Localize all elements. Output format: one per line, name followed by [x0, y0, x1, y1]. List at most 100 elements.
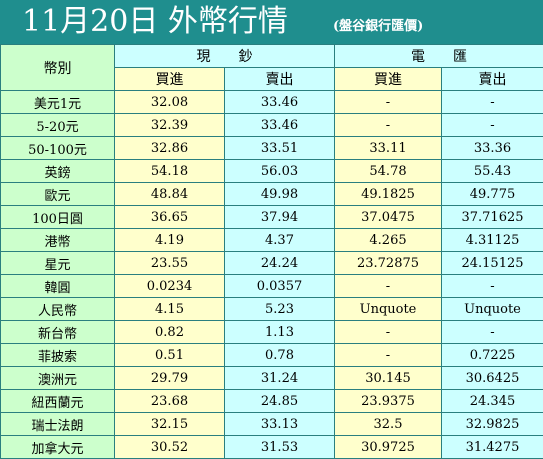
cash-sell-cell: 33.46: [225, 114, 335, 137]
transfer-group-header: 電 匯: [335, 45, 543, 68]
transfer-sell-cell: -: [442, 114, 543, 137]
cash-sell-cell: 24.85: [225, 390, 335, 413]
transfer-sell-cell: 4.31125: [442, 229, 543, 252]
currency-name: 瑞士法朗: [1, 413, 115, 436]
currency-name: 人民幣: [1, 298, 115, 321]
cash-buy-header: 買進: [115, 68, 225, 91]
cash-sell-cell: 33.13: [225, 413, 335, 436]
cash-group-header: 現 鈔: [115, 45, 335, 68]
currency-name: 50-100元: [1, 137, 115, 160]
currency-name: 菲披索: [1, 344, 115, 367]
cash-sell-header: 賣出: [225, 68, 335, 91]
currency-name: 美元1元: [1, 91, 115, 114]
cash-sell-cell: 1.13: [225, 321, 335, 344]
cash-sell-cell: 0.78: [225, 344, 335, 367]
cash-buy-cell: 0.82: [115, 321, 225, 344]
cash-sell-cell: 49.98: [225, 183, 335, 206]
cash-buy-cell: 32.15: [115, 413, 225, 436]
page-title: 11月20日 外幣行情: [22, 3, 288, 41]
cash-buy-cell: 23.55: [115, 252, 225, 275]
cash-buy-cell: 4.15: [115, 298, 225, 321]
transfer-buy-cell: 23.9375: [335, 390, 442, 413]
transfer-buy-cell: -: [335, 91, 442, 114]
transfer-buy-cell: 23.72875: [335, 252, 442, 275]
transfer-sell-cell: 55.43: [442, 160, 543, 183]
cash-buy-cell: 32.08: [115, 91, 225, 114]
currency-name: 港幣: [1, 229, 115, 252]
currency-name: 紐西蘭元: [1, 390, 115, 413]
transfer-buy-cell: 30.145: [335, 367, 442, 390]
transfer-buy-cell: 33.11: [335, 137, 442, 160]
transfer-sell-cell: 30.6425: [442, 367, 543, 390]
transfer-sell-cell: 32.9825: [442, 413, 543, 436]
currency-name: 韓圓: [1, 275, 115, 298]
cash-sell-cell: 33.46: [225, 91, 335, 114]
transfer-buy-cell: -: [335, 275, 442, 298]
cash-buy-cell: 23.68: [115, 390, 225, 413]
transfer-buy-cell: Unquote: [335, 298, 442, 321]
cash-sell-cell: 31.53: [225, 436, 335, 459]
transfer-sell-cell: -: [442, 91, 543, 114]
transfer-sell-cell: 24.345: [442, 390, 543, 413]
transfer-buy-cell: 4.265: [335, 229, 442, 252]
cash-buy-cell: 29.79: [115, 367, 225, 390]
transfer-sell-cell: Unquote: [442, 298, 543, 321]
cash-buy-cell: 0.51: [115, 344, 225, 367]
cash-buy-cell: 4.19: [115, 229, 225, 252]
transfer-sell-cell: 0.7225: [442, 344, 543, 367]
transfer-sell-cell: 49.775: [442, 183, 543, 206]
transfer-sell-cell: 31.4275: [442, 436, 543, 459]
cash-sell-cell: 0.0357: [225, 275, 335, 298]
currency-name: 5-20元: [1, 114, 115, 137]
currency-name: 澳洲元: [1, 367, 115, 390]
currency-name: 100日圓: [1, 206, 115, 229]
cash-sell-cell: 4.37: [225, 229, 335, 252]
transfer-buy-cell: -: [335, 114, 442, 137]
transfer-sell-cell: 24.15125: [442, 252, 543, 275]
header-row-groups: 幣別 現 鈔 電 匯: [1, 45, 543, 68]
cash-buy-cell: 32.86: [115, 137, 225, 160]
cash-sell-cell: 24.24: [225, 252, 335, 275]
cash-buy-cell: 0.0234: [115, 275, 225, 298]
cash-sell-cell: 31.24: [225, 367, 335, 390]
currency-name: 星元: [1, 252, 115, 275]
cash-buy-cell: 48.84: [115, 183, 225, 206]
currency-name: 加拿大元: [1, 436, 115, 459]
transfer-sell-cell: 37.71625: [442, 206, 543, 229]
cash-sell-cell: 33.51: [225, 137, 335, 160]
cash-buy-cell: 54.18: [115, 160, 225, 183]
transfer-sell-cell: 33.36: [442, 137, 543, 160]
cash-sell-cell: 37.94: [225, 206, 335, 229]
cash-buy-cell: 36.65: [115, 206, 225, 229]
currency-name: 英鎊: [1, 160, 115, 183]
cash-sell-cell: 56.03: [225, 160, 335, 183]
cash-buy-cell: 32.39: [115, 114, 225, 137]
transfer-buy-header: 買進: [335, 68, 442, 91]
transfer-sell-header: 賣出: [442, 68, 543, 91]
cash-sell-cell: 5.23: [225, 298, 335, 321]
transfer-sell-cell: -: [442, 275, 543, 298]
transfer-sell-cell: -: [442, 321, 543, 344]
transfer-buy-cell: 37.0475: [335, 206, 442, 229]
transfer-buy-cell: 32.5: [335, 413, 442, 436]
transfer-buy-cell: 49.1825: [335, 183, 442, 206]
transfer-buy-cell: 30.9725: [335, 436, 442, 459]
page-subtitle: (盤谷銀行匯價): [333, 18, 423, 36]
exchange-rate-sheet: 11月20日 外幣行情 (盤谷銀行匯價) 幣別 現 鈔 電 匯 買進 賣出 買進…: [0, 0, 543, 444]
currency-column-header: 幣別: [1, 45, 115, 91]
